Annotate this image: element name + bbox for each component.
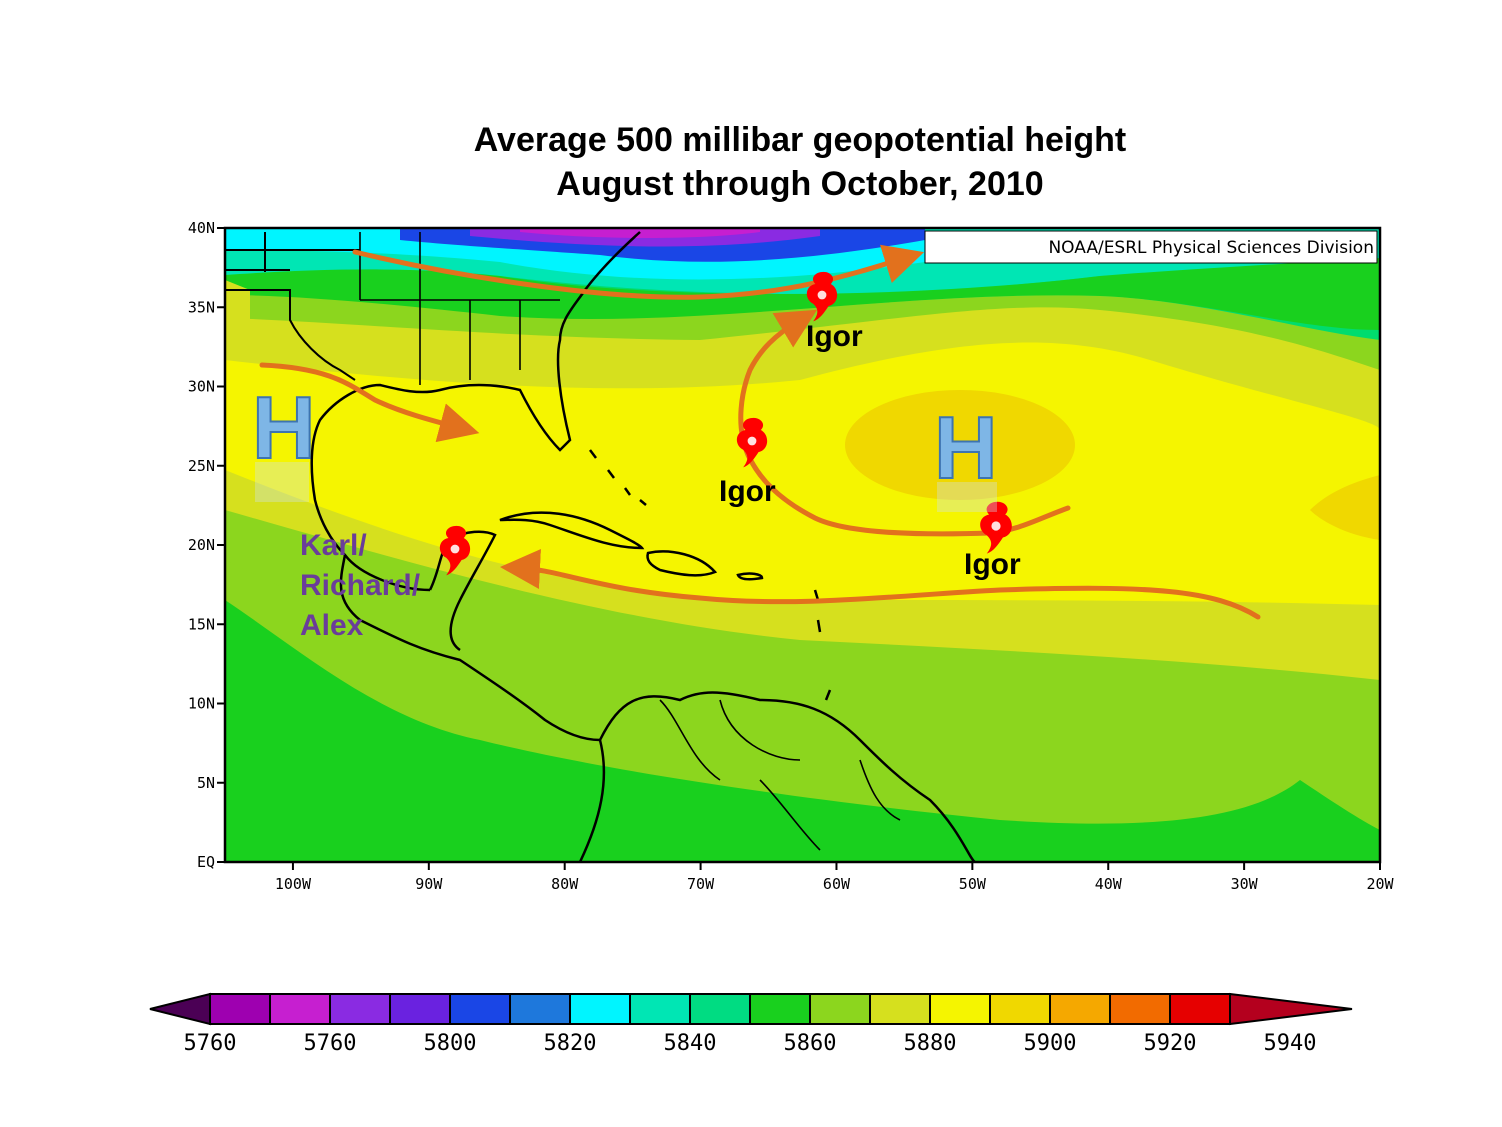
colorbar-cell [569, 993, 631, 1025]
label-richard: Richard/ [300, 569, 421, 602]
colorbar-label: 5820 [544, 1031, 597, 1056]
lat-tick-label: 10N [188, 695, 215, 713]
colorbar-cell [749, 993, 811, 1025]
credit-text: NOAA/ESRL Physical Sciences Division [1048, 238, 1374, 258]
lat-tick-label: 35N [188, 298, 215, 316]
colorbar-label: 5760 [304, 1031, 357, 1056]
chart-title-line1: Average 500 millibar geopotential height [473, 121, 1127, 159]
colorbar-cell [1109, 993, 1171, 1025]
arrow-gulf [259, 362, 480, 443]
arrow-northern-jet [352, 244, 925, 300]
lat-tick-label: 20N [188, 536, 215, 554]
colorbar-label: 5920 [1144, 1031, 1197, 1056]
high-west-reflection [255, 462, 309, 502]
colorbar-label: 5760 [184, 1031, 237, 1056]
label-alex: Alex [300, 609, 364, 642]
lon-axis: 100W 90W 80W 70W 60W 50W 40W 30W 20W [275, 862, 1395, 893]
lat-tick-label: 30N [188, 378, 215, 396]
colorbar-label: 5940 [1264, 1031, 1317, 1056]
colorbar-max-triangle [1229, 992, 1353, 1026]
colorbar-label: 5800 [424, 1031, 477, 1056]
lon-tick-label: 30W [1231, 875, 1259, 893]
label-igor-east: Igor [964, 548, 1021, 581]
height-field [225, 228, 1380, 862]
high-pressure-east: H [934, 398, 998, 497]
lat-axis: 40N 35N 30N 25N 20N 15N 10N 5N EQ [188, 219, 225, 871]
colorbar-cell [869, 993, 931, 1025]
colorbar-cell [269, 993, 331, 1025]
colorbar-label: 5840 [664, 1031, 717, 1056]
colorbar-label: 5860 [784, 1031, 837, 1056]
colorbar-cell [809, 993, 871, 1025]
colorbar-cell [629, 993, 691, 1025]
coastlines [225, 231, 976, 862]
chart-title-line2: August through October, 2010 [556, 165, 1044, 203]
lat-tick-label: EQ [197, 853, 215, 871]
colorbar-cell [929, 993, 991, 1025]
lat-tick-label: 15N [188, 615, 215, 633]
colorbar: 5760 5760 5800 5820 5840 5860 5880 5900 5920 5940 [149, 992, 1353, 1056]
colorbar-cell [689, 993, 751, 1025]
colorbar-cell [449, 993, 511, 1025]
lon-tick-label: 90W [415, 875, 443, 893]
label-igor-north: Igor [806, 320, 863, 353]
high-pressure-west: H [252, 378, 316, 477]
lon-tick-label: 100W [275, 875, 312, 893]
high-east-reflection [937, 482, 997, 512]
lon-tick-label: 70W [687, 875, 715, 893]
colorbar-cell [329, 993, 391, 1025]
lat-tick-label: 25N [188, 457, 215, 475]
colorbar-min-triangle [149, 992, 211, 1026]
lat-tick-label: 5N [197, 774, 215, 792]
arrow-trade-winds [500, 549, 1261, 620]
colorbar-cell [989, 993, 1051, 1025]
colorbar-cell [1169, 993, 1231, 1025]
colorbar-cell [389, 993, 451, 1025]
label-igor-mid: Igor [719, 475, 776, 508]
lon-tick-label: 40W [1095, 875, 1123, 893]
lon-tick-label: 20W [1366, 875, 1394, 893]
lon-tick-label: 50W [959, 875, 987, 893]
label-karl: Karl/ [300, 529, 367, 562]
lat-tick-label: 40N [188, 219, 215, 237]
colorbar-cell [1049, 993, 1111, 1025]
lon-tick-label: 60W [823, 875, 851, 893]
colorbar-cell [509, 993, 571, 1025]
colorbar-cell [209, 993, 271, 1025]
credit-box: NOAA/ESRL Physical Sciences Division [924, 230, 1378, 264]
colorbar-label: 5900 [1024, 1031, 1077, 1056]
colorbar-label: 5880 [904, 1031, 957, 1056]
lon-tick-label: 80W [551, 875, 579, 893]
